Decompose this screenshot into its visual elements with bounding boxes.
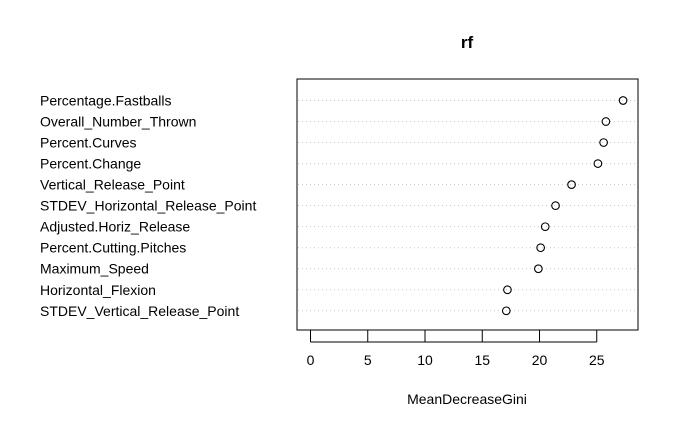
category-label: STDEV_Vertical_Release_Point: [40, 303, 239, 319]
data-point: [551, 201, 560, 210]
data-point: [567, 180, 576, 189]
x-tick-label: 10: [417, 352, 433, 368]
category-label: Adjusted.Horiz_Release: [40, 219, 190, 235]
category-label: Percentage.Fastballs: [40, 93, 172, 109]
x-axis: 0 5 10 15 20 25: [307, 330, 605, 368]
data-point: [534, 264, 543, 274]
data-point: [536, 243, 545, 253]
x-tick-label: 20: [532, 352, 548, 368]
plot-frame: [296, 78, 639, 331]
data-point: [503, 285, 512, 295]
category-labels: Percentage.Fastballs Overall_Number_Throw…: [40, 93, 256, 319]
data-point: [618, 96, 628, 105]
category-label: Vertical_Release_Point: [40, 177, 185, 193]
category-label: Percent.Cutting.Pitches: [40, 240, 186, 256]
data-point: [540, 222, 550, 232]
data-point: [593, 159, 603, 168]
x-tick-label: 15: [474, 352, 490, 368]
category-label: Percent.Change: [40, 156, 141, 172]
x-axis-label: MeanDecreaseGini: [407, 391, 527, 407]
category-label: Percent.Curves: [40, 135, 136, 151]
data-point: [599, 138, 608, 147]
data-point: [501, 306, 511, 316]
x-tick-label: 25: [589, 352, 605, 368]
category-label: Overall_Number_Thrown: [40, 114, 196, 130]
chart-title: rf: [461, 33, 474, 52]
data-point: [601, 117, 611, 126]
x-tick-label: 5: [364, 352, 372, 368]
category-label: STDEV_Horizontal_Release_Point: [40, 198, 256, 214]
category-label: Maximum_Speed: [40, 261, 149, 277]
category-label: Horizontal_Flexion: [40, 282, 156, 298]
x-tick-label: 0: [307, 352, 315, 368]
grid-lines: [298, 100, 637, 312]
data-points: [501, 96, 628, 316]
